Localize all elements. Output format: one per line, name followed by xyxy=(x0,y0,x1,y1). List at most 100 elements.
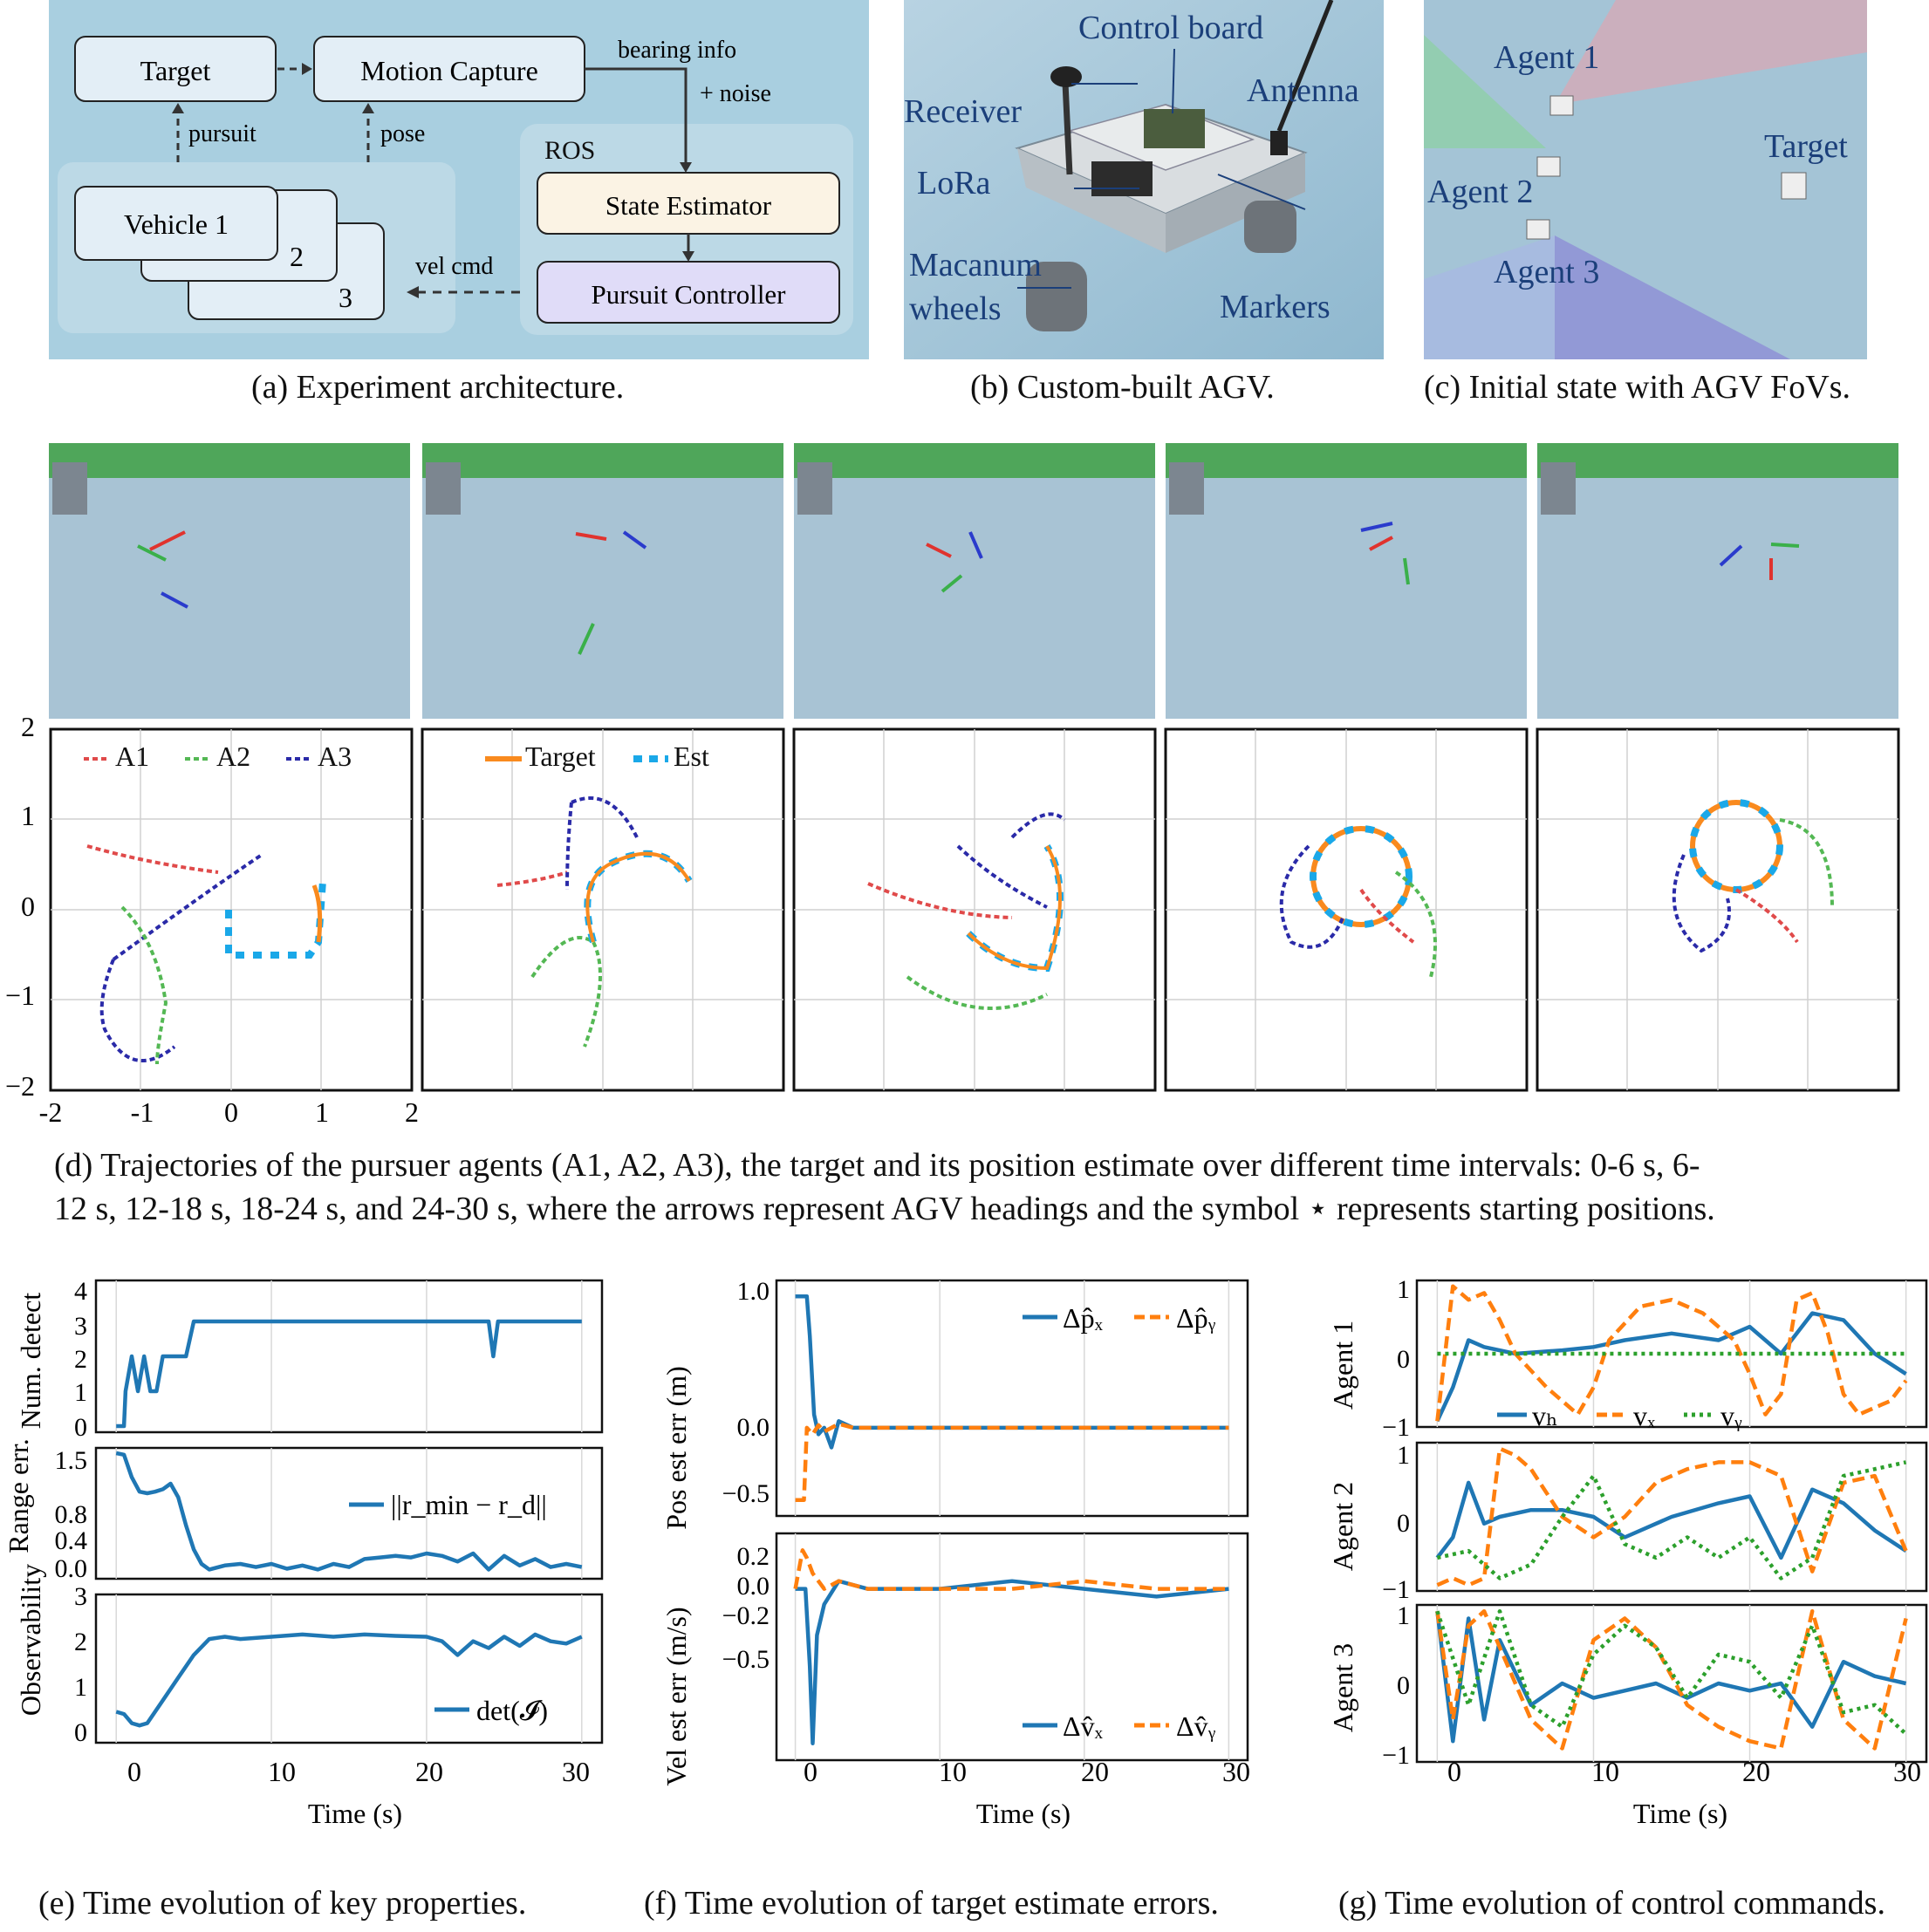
traj-ytick: −1 xyxy=(5,980,35,1011)
caption-c: (c) Initial state with AGV FoVs. xyxy=(1424,369,1851,406)
traj-xtick: 0 xyxy=(224,1096,238,1128)
agent3-label: Agent 3 xyxy=(1494,254,1599,290)
traj-plot-1: A1 A2 A3 xyxy=(49,727,414,1092)
g-ytick: −1 xyxy=(1382,1575,1410,1604)
series-line-1 xyxy=(1435,1311,1907,1423)
legend-vh: vₕ xyxy=(1532,1400,1558,1431)
antenna-label: Antenna xyxy=(1247,72,1359,109)
g-xtick: 30 xyxy=(1893,1756,1921,1787)
motion-capture-box: Motion Capture xyxy=(360,55,538,86)
e-ytick: 1.5 xyxy=(55,1446,88,1475)
ylabel-pos-est-err: Pos est err (m) xyxy=(660,1366,692,1530)
panel-c-initial-state: Agent 1 Agent 2 Agent 3 Target xyxy=(1424,0,1867,359)
target-box: Target xyxy=(140,55,211,86)
e-ytick: 0.8 xyxy=(55,1500,88,1529)
legend-dpy: Δp̂ᵧ xyxy=(1176,1302,1216,1334)
f-xtick: 30 xyxy=(1222,1756,1250,1787)
agent2-label: Agent 2 xyxy=(1427,174,1533,210)
legend-range-err: ||r_min − r_d|| xyxy=(391,1489,547,1520)
g-xtick: 10 xyxy=(1591,1756,1619,1787)
traj-plot-5 xyxy=(1536,727,1900,1092)
control-board-label: Control board xyxy=(1078,10,1263,46)
f-ytick: 1.0 xyxy=(737,1277,770,1306)
g-ytick: −1 xyxy=(1382,1741,1410,1770)
vehicle2-label: 2 xyxy=(290,241,304,272)
series-line-1 xyxy=(1435,1610,1907,1744)
ylabel-num-detect: Num. detect xyxy=(15,1293,46,1430)
f-xlabel: Time (s) xyxy=(976,1798,1071,1829)
chart-axes-1 xyxy=(94,1279,604,1434)
g-ytick: 1 xyxy=(1397,1441,1410,1470)
traj-xtick: 2 xyxy=(405,1096,419,1128)
legend-vy: vᵧ xyxy=(1720,1400,1742,1431)
caption-f: (f) Time evolution of target estimate er… xyxy=(644,1885,1219,1922)
legend-dpx: Δp̂ₓ xyxy=(1063,1302,1104,1334)
legend-det: det(𝓘) xyxy=(476,1695,548,1726)
ylabel-agent3: Agent 3 xyxy=(1327,1643,1358,1732)
caption-g: (g) Time evolution of control commands. xyxy=(1338,1885,1885,1922)
target-label: Target xyxy=(1764,128,1848,165)
legend-a2: A2 xyxy=(216,741,250,772)
e-ytick: 0.4 xyxy=(55,1526,88,1555)
chart-axes-7 xyxy=(1415,1441,1928,1593)
e-ytick: 2 xyxy=(74,1628,87,1656)
caption-e: (e) Time evolution of key properties. xyxy=(38,1885,527,1922)
e-ytick: 3 xyxy=(74,1582,87,1611)
snapshot-photo-4 xyxy=(1166,443,1527,719)
pursuit-label: pursuit xyxy=(188,120,257,147)
ylabel-vel-est-err: Vel est err (m/s) xyxy=(660,1607,692,1785)
panel-b-agv-photo: Control board Antenna Receiver LoRa Maca… xyxy=(904,0,1384,359)
e-ytick: 1 xyxy=(74,1378,87,1407)
f-ytick: 0.0 xyxy=(737,1572,770,1601)
chart-axes-2 xyxy=(94,1446,604,1580)
panel-d-photos xyxy=(49,443,1898,719)
legend-a3: A3 xyxy=(318,741,352,772)
agent1-label: Agent 1 xyxy=(1494,39,1599,76)
snapshot-photo-2 xyxy=(422,443,783,719)
bearing-info-label: bearing info xyxy=(618,37,736,64)
panel-f-labels: Pos est err (m) Vel est err (m/s) 1.0 0.… xyxy=(660,1277,1250,1829)
e-xtick: 10 xyxy=(268,1756,296,1787)
ylabel-observability: Observability xyxy=(15,1564,46,1716)
traj-ytick: 1 xyxy=(21,800,35,831)
series-line-2 xyxy=(1436,1446,1908,1587)
g-ytick: 0 xyxy=(1397,1345,1410,1374)
pursuit-controller-box: Pursuit Controller xyxy=(591,279,786,310)
snapshot-photo-3 xyxy=(794,443,1155,719)
series-line-2 xyxy=(793,1548,1229,1591)
series-line-2 xyxy=(1435,1608,1908,1751)
g-ytick: 1 xyxy=(1397,1601,1410,1630)
series-line-1 xyxy=(115,1632,583,1728)
noise-label: + noise xyxy=(700,80,771,107)
legend-dvy: Δv̂ᵧ xyxy=(1176,1710,1216,1742)
g-xtick: 0 xyxy=(1447,1756,1461,1787)
ylabel-agent1: Agent 1 xyxy=(1327,1321,1358,1410)
legend-target: Target xyxy=(525,741,596,772)
panel-e-labels: Num. detect Range err. Observability 4 3… xyxy=(3,1277,590,1829)
g-ytick: 0 xyxy=(1397,1509,1410,1538)
snapshot-photo-1 xyxy=(49,443,410,719)
chart-axes-4 xyxy=(775,1279,1249,1518)
legend-dvx: Δv̂ₓ xyxy=(1063,1710,1104,1742)
legend-est: Est xyxy=(674,741,709,772)
f-ytick: −0.5 xyxy=(722,1479,770,1508)
traj-xtick: 1 xyxy=(315,1096,329,1128)
legend-vx: vₓ xyxy=(1633,1400,1656,1431)
pose-label: pose xyxy=(380,120,425,147)
e-xtick: 20 xyxy=(415,1756,443,1787)
e-xtick: 30 xyxy=(562,1756,590,1787)
g-xlabel: Time (s) xyxy=(1633,1798,1727,1829)
e-ytick: 4 xyxy=(74,1277,87,1306)
series-line-2 xyxy=(795,1422,1229,1502)
chart-axes-3 xyxy=(94,1593,604,1744)
legend-a1: A1 xyxy=(115,741,149,772)
series-line-2 xyxy=(1435,1284,1908,1422)
g-ytick: 1 xyxy=(1397,1275,1410,1304)
f-ytick: −0.2 xyxy=(722,1601,770,1630)
vehicle1-label: Vehicle 1 xyxy=(124,208,229,240)
series-line-1 xyxy=(115,1451,583,1572)
g-ytick: −1 xyxy=(1382,1413,1410,1442)
state-estimator-box: State Estimator xyxy=(605,190,772,221)
caption-b: (b) Custom-built AGV. xyxy=(970,369,1275,406)
macanum-label-1: Macanum xyxy=(909,247,1042,283)
